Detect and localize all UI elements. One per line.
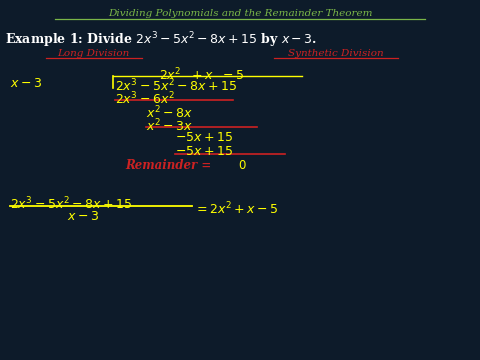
Text: $-5x+15$: $-5x+15$ bbox=[175, 131, 233, 144]
Text: $2x^3-5x^2-8x+15$: $2x^3-5x^2-8x+15$ bbox=[115, 77, 237, 94]
Text: $x^2-3x$: $x^2-3x$ bbox=[146, 118, 193, 134]
Text: $2x^2\ \ +x\ \ -5$: $2x^2\ \ +x\ \ -5$ bbox=[159, 67, 244, 83]
Text: $2x^3-6x^2$: $2x^3-6x^2$ bbox=[115, 91, 175, 107]
Text: Dividing Polynomials and the Remainder Theorem: Dividing Polynomials and the Remainder T… bbox=[108, 9, 372, 18]
Text: Long Division: Long Division bbox=[58, 49, 130, 58]
Text: Remainder =: Remainder = bbox=[125, 159, 215, 172]
Text: Synthetic Division: Synthetic Division bbox=[288, 49, 384, 58]
Text: $=2x^2+x-5$: $=2x^2+x-5$ bbox=[194, 201, 278, 217]
Text: $0$: $0$ bbox=[238, 159, 246, 172]
Text: Example 1: Divide $2x^3-5x^2-8x+15$ by $x-3$.: Example 1: Divide $2x^3-5x^2-8x+15$ by $… bbox=[5, 31, 317, 50]
Text: $-5x+15$: $-5x+15$ bbox=[175, 145, 233, 158]
Text: $2x^3-5x^2-8x+15$: $2x^3-5x^2-8x+15$ bbox=[10, 196, 132, 213]
Text: $x-3$: $x-3$ bbox=[67, 210, 99, 222]
Text: $x-3$: $x-3$ bbox=[10, 77, 42, 90]
Text: $x^2-8x$: $x^2-8x$ bbox=[146, 104, 193, 121]
